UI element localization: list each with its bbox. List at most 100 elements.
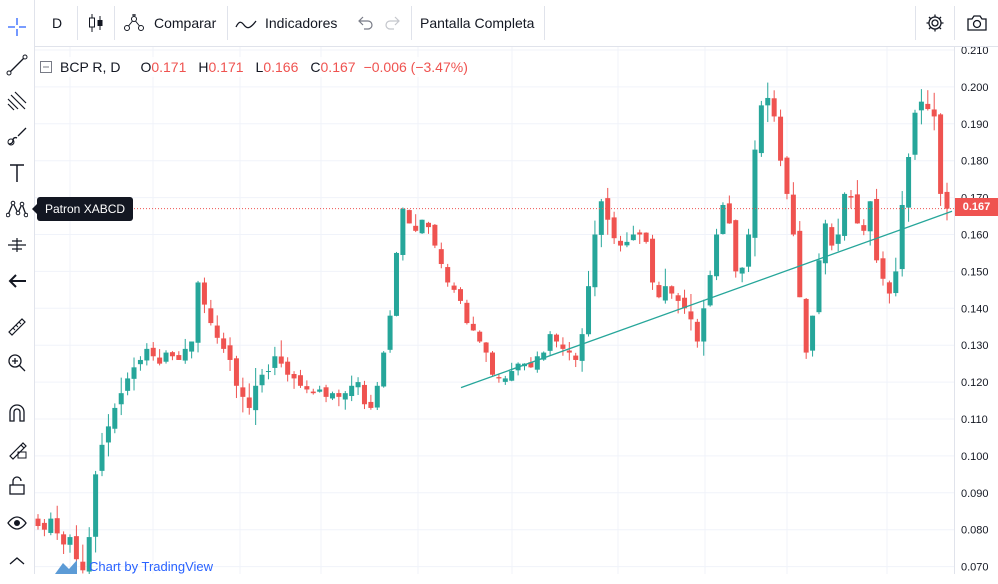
candle-body <box>61 534 67 545</box>
candle-body <box>169 352 175 357</box>
candle-body <box>643 232 649 242</box>
candle-body <box>336 393 342 397</box>
price-tick-label: 0.150 <box>961 266 989 278</box>
snapshot-button[interactable] <box>964 0 990 46</box>
compare-button[interactable]: Comparar <box>122 0 216 46</box>
redo-button[interactable] <box>381 0 403 46</box>
candle-body <box>886 282 892 294</box>
compare-icon <box>124 14 144 31</box>
back-arrow-icon[interactable] <box>0 264 34 298</box>
price-scale: 0.2100.2000.1900.1800.1700.1600.1500.140… <box>961 45 989 574</box>
candle-body <box>137 359 143 365</box>
candle-body <box>714 234 720 277</box>
candle-body <box>259 374 265 386</box>
candle-body <box>746 234 752 267</box>
unlock-icon[interactable] <box>0 468 34 502</box>
change-value: −0.006 (−3.47%) <box>363 59 468 75</box>
low-value: 0.166 <box>263 59 299 75</box>
tradingview-logo-icon <box>55 560 77 574</box>
prediction-icon[interactable] <box>0 228 34 262</box>
candle-body <box>637 232 643 235</box>
candle-body <box>80 561 86 571</box>
candle-body <box>310 391 316 394</box>
price-tick-label: 0.160 <box>961 230 989 242</box>
candle-body <box>214 325 220 338</box>
trend-line-icon[interactable] <box>0 48 34 82</box>
candle-body <box>579 334 585 361</box>
indicators-label: Indicadores <box>265 15 338 31</box>
candle-body <box>329 393 335 399</box>
interval-button[interactable]: D <box>45 0 69 46</box>
candle-body <box>566 350 572 353</box>
candle-body <box>189 341 195 352</box>
candle-body <box>778 116 784 161</box>
candle-body <box>361 384 367 405</box>
candle-body <box>342 393 348 400</box>
candle-body <box>835 234 841 244</box>
price-tick-label: 0.200 <box>961 82 989 94</box>
candle-body <box>451 285 457 290</box>
candle-body <box>67 537 73 545</box>
separator <box>227 6 228 40</box>
brush-icon[interactable] <box>0 120 34 154</box>
candle-body <box>35 518 41 527</box>
candle-body <box>112 407 118 429</box>
crosshair-icon[interactable] <box>0 10 34 44</box>
price-tick-label: 0.190 <box>961 119 989 131</box>
candle-body <box>157 357 163 364</box>
zoom-in-icon[interactable] <box>0 346 34 380</box>
symbol-label[interactable]: BCP R, D <box>60 59 121 75</box>
interval-label: D <box>51 15 63 31</box>
text-icon[interactable] <box>0 156 34 190</box>
candle-body <box>131 367 137 379</box>
candle-body <box>201 282 207 305</box>
candle-body <box>733 220 739 272</box>
candle-body <box>752 149 758 238</box>
pattern-icon[interactable] <box>0 192 34 226</box>
candle-body <box>771 98 777 117</box>
candle-body <box>618 240 624 246</box>
candle-body <box>624 241 630 246</box>
candle-body <box>701 308 707 342</box>
eye-icon[interactable] <box>0 506 34 540</box>
candle-body <box>502 378 508 382</box>
collapse-legend-icon[interactable] <box>40 61 52 73</box>
undo-button[interactable] <box>355 0 377 46</box>
trend-line <box>460 210 953 389</box>
candle-body <box>739 267 745 274</box>
trash-icon[interactable] <box>0 550 34 584</box>
lock-drawing-icon[interactable] <box>0 432 34 466</box>
gear-icon <box>926 14 944 32</box>
price-axis[interactable]: 0.2100.2000.1900.1800.1700.1600.1500.140… <box>954 45 998 574</box>
candle-body <box>720 204 726 234</box>
candlestick-chart[interactable] <box>35 47 954 574</box>
candle-body <box>381 352 387 387</box>
candle-body <box>810 315 816 351</box>
candle-body <box>182 348 188 361</box>
candle-body <box>227 345 233 360</box>
chart-pane[interactable] <box>35 47 954 574</box>
candle-body <box>297 375 303 386</box>
settings-button[interactable] <box>923 0 947 46</box>
tradingview-watermark[interactable]: Chart by TradingView <box>55 558 213 574</box>
chart-style-button[interactable] <box>85 0 107 46</box>
separator <box>114 6 115 40</box>
candle-body <box>912 112 918 155</box>
candle-body <box>656 285 662 298</box>
candle-body <box>317 389 323 392</box>
candle-body <box>387 315 393 350</box>
candle-body <box>662 286 668 301</box>
fullscreen-button[interactable]: Pantalla Completa <box>420 0 534 46</box>
indicators-button[interactable]: Indicadores <box>235 0 337 46</box>
candle-body <box>118 393 124 405</box>
magnet-icon[interactable] <box>0 396 34 430</box>
candle-body <box>560 344 566 349</box>
candle-body <box>221 338 227 349</box>
candle-body <box>803 298 809 353</box>
candle-body <box>554 334 560 342</box>
high-value: 0.171 <box>208 59 244 75</box>
top-toolbar: D Comparar Indicadores Pantalla Completa <box>35 0 998 47</box>
redo-icon <box>385 16 400 30</box>
ruler-icon[interactable] <box>0 310 34 344</box>
pitchfork-icon[interactable] <box>0 84 34 118</box>
